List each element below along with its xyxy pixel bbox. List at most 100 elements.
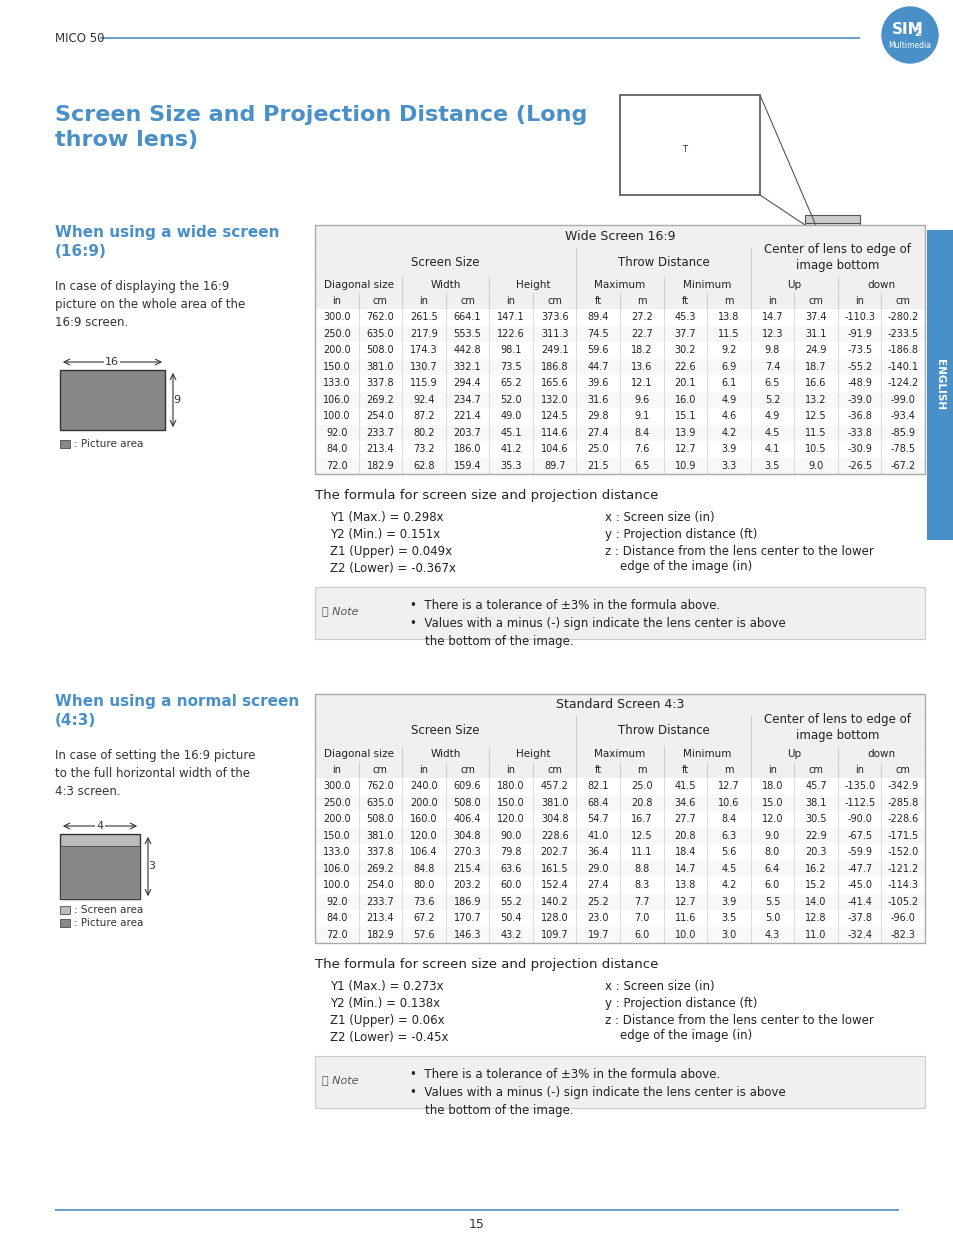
Text: 25.0: 25.0 [587,444,608,454]
Text: 73.2: 73.2 [413,444,435,454]
Text: 4.5: 4.5 [764,428,780,438]
Text: 4.1: 4.1 [764,444,780,454]
Text: The formula for screen size and projection distance: The formula for screen size and projecti… [314,958,658,970]
Text: cm: cm [895,764,910,774]
Text: 233.7: 233.7 [366,897,394,907]
Bar [60,834,140,898]
Text: 7.6: 7.6 [634,444,649,454]
Text: 11.5: 11.5 [804,428,826,438]
Text: z : Distance from the lens center to the lower
    edge of the image (in): z : Distance from the lens center to the… [604,545,873,573]
Text: 249.1: 249.1 [540,345,568,355]
Text: -41.4: -41.4 [846,897,871,907]
Text: x : Screen size (in): x : Screen size (in) [604,511,714,524]
Bar [314,894,924,910]
Text: 104.6: 104.6 [540,444,568,454]
Text: 8.0: 8.0 [764,848,780,858]
Text: 10.6: 10.6 [718,798,739,808]
Bar [314,408,924,424]
Bar [60,920,70,927]
Text: 381.0: 381.0 [366,830,394,840]
Text: : Picture area: : Picture area [74,918,143,928]
Text: 159.4: 159.4 [454,460,481,470]
Text: Screen Size: Screen Size [411,725,479,737]
Text: 65.2: 65.2 [499,379,521,388]
Text: 41.2: 41.2 [499,444,521,454]
Text: 300.0: 300.0 [323,782,350,792]
Text: 54.7: 54.7 [587,814,608,824]
Bar [314,458,924,474]
Text: -110.3: -110.3 [843,313,874,323]
Text: 6.0: 6.0 [764,880,780,890]
Text: 12.0: 12.0 [760,814,782,824]
Text: -114.3: -114.3 [887,880,918,890]
Text: 150.0: 150.0 [497,798,524,808]
Text: 10.5: 10.5 [804,444,826,454]
Text: y : Projection distance (ft): y : Projection distance (ft) [604,527,757,541]
Text: 106.0: 106.0 [323,395,350,405]
Text: -93.4: -93.4 [890,411,915,421]
Bar [314,860,924,877]
Text: cm: cm [459,297,475,307]
Text: Standard Screen 4:3: Standard Screen 4:3 [556,699,683,711]
Text: 12.3: 12.3 [760,329,782,339]
Text: 12.7: 12.7 [718,782,739,792]
Text: -124.2: -124.2 [886,379,918,388]
Bar [314,746,924,762]
Text: T: T [681,145,687,154]
Text: 161.5: 161.5 [540,864,568,874]
Text: 200.0: 200.0 [410,798,437,808]
Text: •  There is a tolerance of ±3% in the formula above.
•  Values with a minus (-) : • There is a tolerance of ±3% in the for… [410,1069,785,1117]
Text: 27.2: 27.2 [630,313,652,323]
Text: 41.0: 41.0 [587,830,608,840]
Text: 2: 2 [914,29,921,38]
Text: 3.5: 3.5 [720,913,736,923]
Text: Z1 (Upper) = 0.049x: Z1 (Upper) = 0.049x [330,545,452,558]
Text: 147.1: 147.1 [497,313,524,323]
Text: 300.0: 300.0 [323,313,350,323]
Text: 44.7: 44.7 [587,361,608,372]
Bar [314,694,924,943]
Text: 7.0: 7.0 [634,913,649,923]
Text: -30.9: -30.9 [846,444,871,454]
Text: 14.7: 14.7 [760,313,782,323]
Text: -26.5: -26.5 [846,460,871,470]
Text: 337.8: 337.8 [366,848,394,858]
Text: ENGLISH: ENGLISH [934,360,944,411]
Text: -37.8: -37.8 [846,913,871,923]
Text: Center of lens to edge of
image bottom: Center of lens to edge of image bottom [763,243,910,273]
Bar [314,587,924,639]
Text: 150.0: 150.0 [323,361,351,372]
Text: 57.6: 57.6 [413,930,435,939]
Text: 73.5: 73.5 [499,361,521,372]
Text: 11.6: 11.6 [674,913,696,923]
Text: 240.0: 240.0 [410,782,437,792]
Text: 11.0: 11.0 [804,930,826,939]
Text: 6.1: 6.1 [720,379,736,388]
Text: 38.1: 38.1 [804,798,826,808]
Text: 215.4: 215.4 [453,864,481,874]
Text: 10.0: 10.0 [674,930,696,939]
Text: Width: Width [430,280,460,290]
Text: 7.7: 7.7 [634,897,649,907]
Text: 45.1: 45.1 [499,428,521,438]
Bar [314,778,924,794]
Text: ft: ft [594,764,601,774]
Text: 3.9: 3.9 [720,897,736,907]
Bar [619,96,760,195]
Text: -48.9: -48.9 [846,379,871,388]
Text: 6.5: 6.5 [764,379,780,388]
Text: cm: cm [895,297,910,307]
Text: 27.4: 27.4 [587,880,608,890]
Text: 63.6: 63.6 [500,864,521,874]
Text: 8.8: 8.8 [634,864,649,874]
Text: 72.0: 72.0 [326,930,347,939]
Text: 4.2: 4.2 [720,428,736,438]
Text: 182.9: 182.9 [366,930,394,939]
Text: -78.5: -78.5 [890,444,915,454]
Text: Height: Height [515,280,550,290]
Text: -67.2: -67.2 [890,460,915,470]
Text: 150.0: 150.0 [323,830,351,840]
Text: -32.4: -32.4 [846,930,871,939]
Text: 635.0: 635.0 [366,329,394,339]
Bar [314,812,924,828]
